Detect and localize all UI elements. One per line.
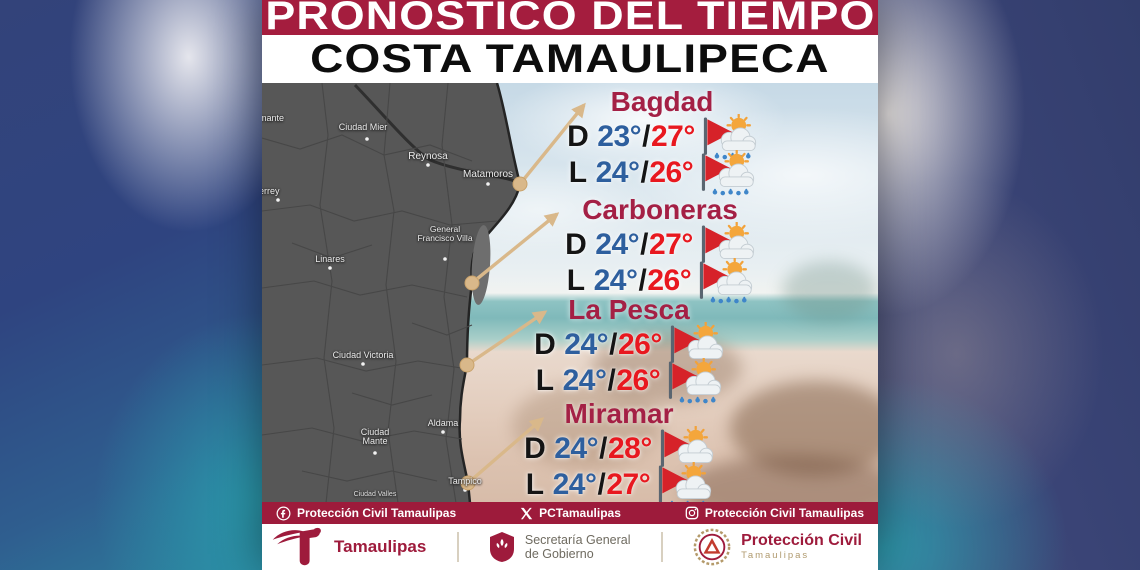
forecast-row: L 24°/26°: [510, 263, 810, 299]
forecast-row: D 23°/27°: [517, 119, 807, 155]
tamaulipas-label: Tamaulipas: [334, 537, 427, 556]
instagram-label: Protección Civil Tamaulipas: [704, 506, 864, 520]
x-handle[interactable]: PCTamaulipas: [520, 506, 621, 520]
temp-separator: /: [640, 228, 648, 261]
day-label: D: [567, 120, 589, 153]
blurred-backdrop-right: [878, 0, 1140, 570]
secretariat-line2: de Gobierno: [524, 547, 594, 561]
facebook-handle[interactable]: Protección Civil Tamaulipas: [276, 506, 456, 521]
temp-low: 24°: [554, 432, 599, 465]
map-label-reynosa: Reynosa: [408, 151, 448, 162]
map-label-ciudad-valles: Ciudad Valles: [353, 491, 397, 498]
forecast-row: L 24°/27°: [474, 467, 764, 503]
instagram-handle[interactable]: Protección Civil Tamaulipas: [685, 506, 864, 520]
instagram-icon: [685, 506, 699, 520]
temp-separator: /: [609, 328, 617, 361]
forecast-row: L 24°/26°: [517, 155, 807, 191]
secretariat-group: Secretaría General de Gobierno: [489, 531, 631, 563]
forecast-la-pesca: La Pesca D 24°/26° L 24°/26°: [484, 294, 774, 399]
temp-low: 23°: [597, 120, 642, 153]
forecast-row: D 24°/28°: [474, 431, 764, 467]
tamaulipas-logo: [272, 527, 321, 566]
day-label: L: [566, 264, 585, 297]
x-icon: [520, 507, 533, 519]
temp-separator: /: [597, 468, 606, 501]
forecast-carboneras: Carboneras D 24°/27° L 24°/26°: [510, 194, 810, 299]
footer-divider: [456, 532, 459, 562]
map-label-ciudad-mante: Ciudad Mante: [360, 427, 390, 447]
temp-low: 24°: [595, 228, 640, 261]
tamaulipas-logo-group: Tamaulipas: [270, 526, 426, 568]
temp-separator: /: [642, 120, 650, 153]
map-label-bustamante: Bustamante: [262, 113, 285, 123]
forecast-miramar: Miramar D 24°/28° L 24°/27°: [474, 398, 764, 503]
temp-high: 27°: [606, 468, 651, 501]
proteccion-civil-logo: [693, 528, 731, 566]
forecast-row: L 24°/26°: [484, 363, 774, 399]
day-label: L: [535, 364, 554, 397]
day-label: L: [525, 468, 544, 501]
facebook-icon: [276, 506, 291, 520]
page-subtitle: COSTA TAMAULIPECA: [310, 37, 830, 81]
day-label: L: [568, 156, 587, 189]
temp-high: 26°: [647, 264, 692, 297]
location-name: Bagdad: [610, 86, 714, 117]
blurred-backdrop-left: [0, 0, 262, 570]
social-bar: Protección Civil Tamaulipas PCTamaulipas…: [262, 502, 878, 524]
footer-logos: Tamaulipas Secretaría General de Gobiern…: [262, 524, 878, 570]
location-name: Carboneras: [582, 194, 738, 225]
forecast-bagdad: Bagdad D 23°/27° L 24°/26°: [517, 86, 807, 191]
temp-high: 26°: [616, 364, 661, 397]
temp-high: 27°: [651, 120, 695, 153]
day-label: D: [565, 228, 587, 261]
map-label-matamoros: Matamoros: [462, 169, 514, 180]
map-label-general-francisco-villa: General Francisco Villa: [417, 224, 473, 243]
secretariat-line1: Secretaría General: [524, 532, 631, 547]
page-title: PRONÓSTICO DEL TIEMPO: [264, 0, 876, 35]
temp-low: 24°: [595, 156, 640, 189]
forecast-row: D 24°/26°: [484, 327, 774, 363]
x-label: PCTamaulipas: [539, 506, 621, 520]
map-label-linares: Linares: [315, 254, 345, 264]
temp-separator: /: [599, 432, 607, 465]
poster-content: PRONÓSTICO DEL TIEMPO COSTA TAMAULIPECA: [262, 0, 878, 570]
temp-separator: /: [640, 156, 649, 189]
beach-photo-background: Bustamante Ciudad Mier Reynosa Matamoros…: [262, 83, 878, 503]
temp-low: 24°: [562, 364, 607, 397]
footer-divider: [660, 532, 663, 562]
forecast-row: D 24°/27°: [510, 227, 810, 263]
day-label: D: [524, 432, 546, 465]
temp-high: 26°: [649, 156, 694, 189]
temp-high: 26°: [618, 328, 662, 361]
weather-icon: [658, 462, 712, 504]
subheader-band: COSTA TAMAULIPECA: [262, 35, 878, 83]
header-band: PRONÓSTICO DEL TIEMPO: [262, 0, 878, 35]
temp-low: 24°: [552, 468, 597, 501]
map-label-monterrey: Monterrey: [262, 186, 280, 196]
proteccion-civil-group: Protección Civil Tamaulipas: [693, 528, 862, 566]
weather-icon: [701, 150, 755, 197]
proteccion-civil-label: Protección Civil: [741, 532, 862, 550]
rio-bravo-border: [353, 83, 521, 185]
beach-palapa-blur: [730, 381, 878, 476]
location-name: Miramar: [564, 398, 674, 429]
proteccion-civil-sublabel: Tamaulipas: [741, 550, 810, 562]
map-label-aldama: Aldama: [427, 418, 459, 428]
temp-separator: /: [607, 364, 616, 397]
facebook-label: Protección Civil Tamaulipas: [297, 506, 457, 520]
map-label-ciudad-victoria: Ciudad Victoria: [332, 350, 394, 360]
temp-separator: /: [638, 264, 647, 297]
day-label: D: [534, 328, 556, 361]
temp-low: 24°: [593, 264, 638, 297]
secretariat-shield-logo: [489, 532, 514, 562]
municipal-borders: [262, 83, 498, 503]
temp-high: 27°: [649, 228, 693, 261]
temp-high: 28°: [608, 432, 652, 465]
beach-palm-blur: [782, 261, 877, 321]
location-name: La Pesca: [568, 294, 690, 325]
map-label-ciudad-mier: Ciudad Mier: [338, 122, 388, 132]
temp-low: 24°: [564, 328, 609, 361]
